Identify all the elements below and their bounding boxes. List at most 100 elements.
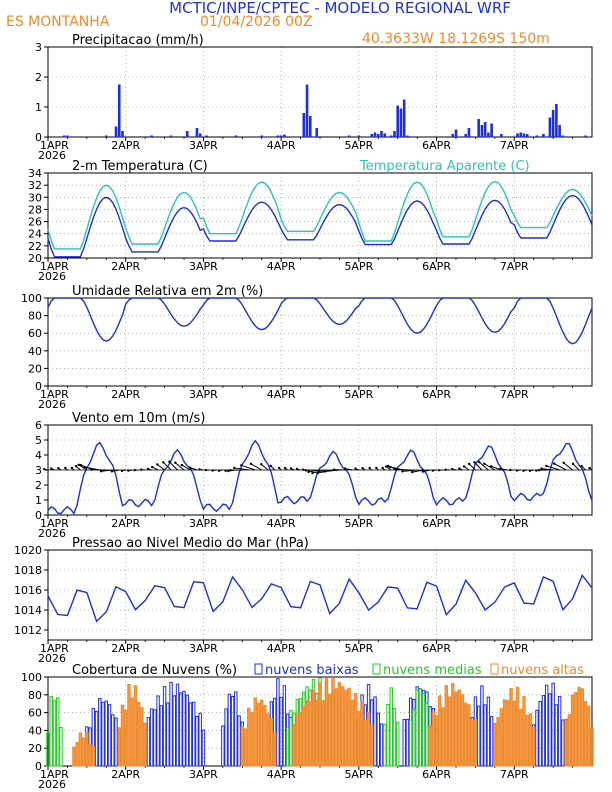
x-tick-label: 3APR [189,768,218,781]
cloud-bar-nuvens-altas [81,737,86,767]
cloud-bar-nuvens-altas [328,693,332,767]
cloud-bar-nuvens-baixas [195,715,199,767]
y-tick-label: 20 [28,252,42,265]
relative-humidity-panel: 0 20 40 60 80 100 1APR 2APR 3APR 4APR 5APR 6APR 7APR… [21,284,593,411]
cloud-bar-nuvens-altas [347,687,351,767]
y-tick-label: 40 [28,345,42,358]
cloud-bar-nuvens-baixas [221,725,225,767]
y-tick-label: 1 [35,494,42,507]
y-tick-label: 1012 [14,624,42,637]
wind-vector-head [388,465,392,469]
cloud-bar-nuvens-baixas [149,708,154,767]
x-tick-label: 4APR [267,768,296,781]
cloud-bar-nuvens-medias [59,727,63,767]
precip-bar [305,84,309,137]
cloud-bar-nuvens-baixas [538,700,542,767]
cloud-bar-nuvens-altas [334,688,338,767]
wind-vector-head [146,467,150,471]
precip-bar [551,110,555,137]
y-tick-label: 0 [35,509,42,522]
x-tick-label: 2APR [111,388,140,401]
y-tick-label: 60 [28,327,42,340]
wind-vector-head [499,467,502,471]
cloud-bar-nuvens-baixas [489,716,494,767]
cloud-bar-nuvens-baixas [476,705,481,767]
cloud-bar-nuvens-baixas [166,702,170,767]
precip-bar [522,133,526,137]
wind-vector [468,463,476,471]
wind-vector-head [323,470,326,473]
precip-bar [169,135,173,137]
legend-nuvens-medias: nuvens medias [383,663,482,678]
wind-vector [484,463,496,471]
x-tick-label: 3APR [189,642,218,655]
wind-vector-head [269,464,272,468]
cloud-bar-nuvens-medias [383,724,387,767]
cloud-bar-nuvens-altas [428,725,432,767]
cloud-bar-nuvens-altas [340,686,345,767]
y-tick-label: 1 [35,101,42,114]
precip-bar [283,134,286,137]
cloud-bar-nuvens-altas [324,678,329,767]
cloud-bar-nuvens-altas [140,707,144,767]
wind-vector-head [588,466,591,470]
panel-frame [47,46,593,138]
precip-bar [406,135,409,137]
wind-vector-head [289,467,293,470]
y-tick-label: 20 [28,742,42,755]
cloud-bar-nuvens-altas [525,714,529,767]
wind-vector [474,461,483,471]
wind-vector-head [110,470,114,473]
cloud-bar-nuvens-altas [72,746,76,767]
cloud-bar-nuvens-altas [441,707,445,767]
x-year-label: 2026 [38,149,66,162]
wind-vector-head [467,462,471,466]
wind-vector [241,464,256,471]
wind-vector [563,462,573,471]
wind-vector-head [386,464,390,468]
wind-vector [572,463,580,471]
cloud-bar-nuvens-baixas [405,718,410,767]
cloud-bar-nuvens-baixas [237,715,241,767]
wind-vector-head [384,465,388,468]
cloud-bar-nuvens-altas [337,682,342,767]
chart-title: MCTIC/INPE/CPTEC - MODELO REGIONAL WRF [169,0,511,17]
cloud-bar-nuvens-baixas [188,702,193,767]
cloud-bar-nuvens-medias [46,732,50,767]
x-tick-label: 4APR [267,388,296,401]
cloud-bar-nuvens-altas [260,699,264,767]
x-tick-label: 7APR [500,517,529,530]
cloud-bar-nuvens-altas [431,711,436,767]
cloud-bar-nuvens-altas [298,712,303,767]
precip-bar [383,133,387,137]
cloud-bar-nuvens-altas [470,719,474,767]
precip-bar [500,134,503,137]
x-tick-label: 6APR [422,139,451,152]
precip-bar [548,117,552,137]
wind-vector-head [553,462,556,465]
cloud-bar-nuvens-altas [570,694,575,767]
x-tick-label: 1APR [40,260,69,273]
location-label: ES MONTANHA [6,14,110,30]
wind-panel: 0 1 2 3 4 5 6 1APR 2APR 3APR 4APR 5APR 6APR 7APR 2026 V… [35,411,593,540]
panel-title: Cobertura de Nuvens (%) [72,663,237,678]
x-tick-label: 3APR [189,260,218,273]
panel-title: Umidade Relativa em 2m (%) [72,284,263,299]
cloud-bar-nuvens-altas [331,678,335,767]
y-tick-label: 3 [35,41,42,54]
precip-bar [315,128,319,137]
cloud-bar-nuvens-baixas [107,704,112,767]
wind-vector-head [162,461,165,464]
precip-bar [302,113,306,137]
x-year-label: 2026 [38,527,66,540]
cloud-bar-nuvens-medias [56,697,60,767]
cloud-bar-nuvens-baixas [98,697,102,767]
wind-vector-head [233,466,236,470]
wind-vector-head [311,471,314,475]
y-tick-label: 100 [21,292,42,305]
wind-vector-head [478,460,481,464]
wind-vector-head [180,463,184,467]
wind-vector [250,463,262,471]
precip-bar [260,135,264,137]
